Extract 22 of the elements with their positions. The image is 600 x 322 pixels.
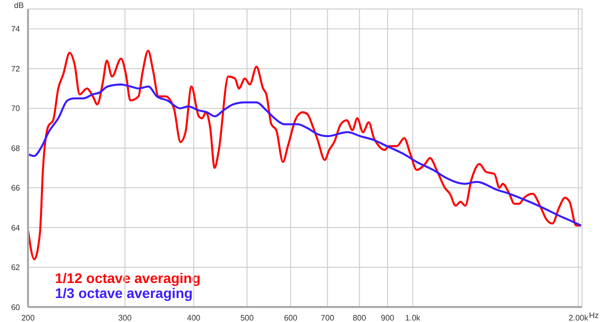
y-tick-label: 62 (11, 263, 21, 272)
y-tick-label: 68 (11, 144, 21, 153)
text: 1/3 octave averaging (55, 285, 193, 301)
x-tick-label: 900 (380, 314, 395, 322)
y-tick-label: 66 (11, 184, 21, 193)
x-axis-title: Hz (589, 311, 599, 320)
x-tick-label: 300 (118, 314, 132, 322)
x-tick-label: 700 (320, 314, 335, 322)
y-tick-label: 74 (11, 24, 21, 34)
x-tick-label: 2.00k (568, 314, 590, 322)
x-tick-label: 200 (21, 314, 36, 322)
y-tick-label: 72 (11, 64, 21, 74)
x-tick-label: 600 (284, 314, 298, 322)
series-label: 1/12 octave averaging (55, 270, 201, 286)
y-tick-label: 64 (11, 223, 21, 232)
y-axis-title: dB (14, 1, 24, 10)
y-tick-label: 70 (11, 104, 21, 114)
y-tick-label: 60 (11, 302, 21, 312)
x-tick-label: 1.0k (405, 314, 422, 322)
x-tick-label: 400 (187, 314, 201, 322)
x-tick-label: 800 (352, 314, 367, 322)
x-tick-label: 500 (240, 314, 254, 322)
